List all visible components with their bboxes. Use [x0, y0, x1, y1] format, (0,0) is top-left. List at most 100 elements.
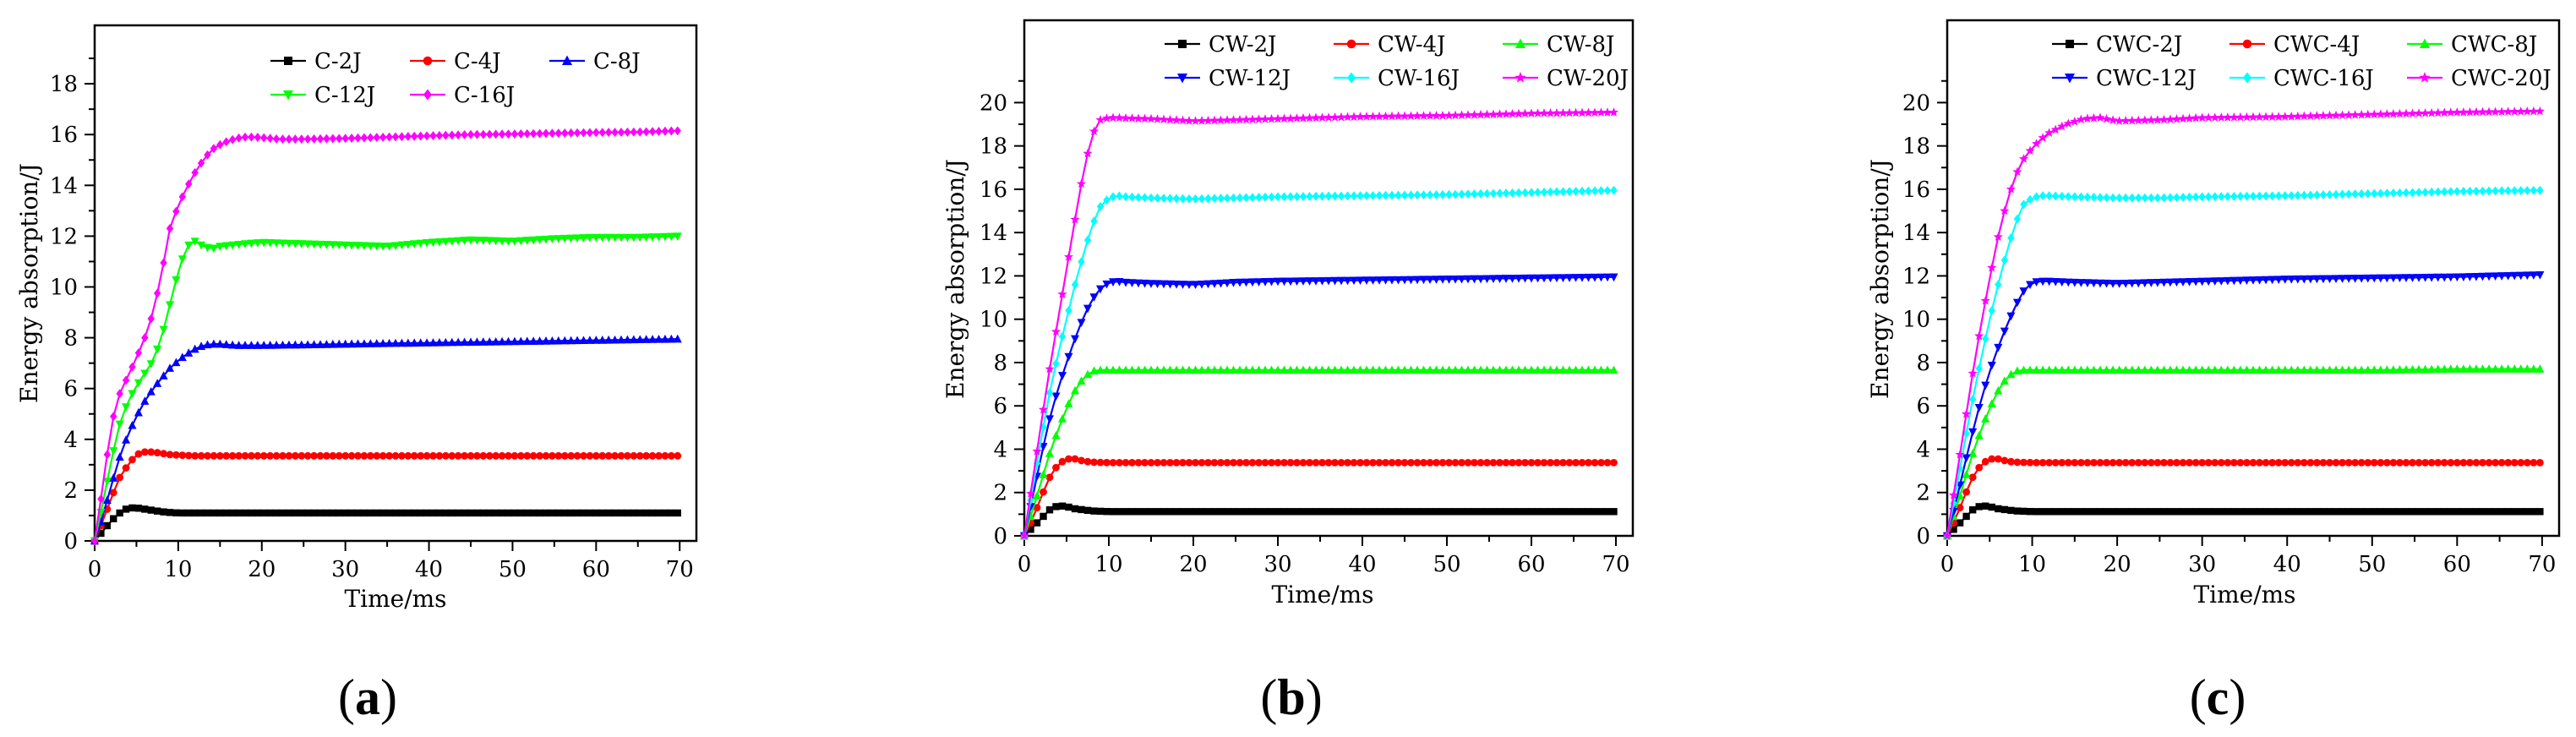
x-tick-label: 0	[1940, 552, 1955, 577]
data-point	[429, 131, 437, 141]
data-point	[2382, 458, 2391, 467]
data-point	[1533, 365, 1542, 374]
data-point	[1229, 279, 1238, 287]
data-point	[1064, 399, 1073, 407]
data-point	[322, 340, 331, 348]
series-line	[93, 450, 678, 542]
data-point	[1610, 508, 1618, 516]
data-point	[2357, 274, 2366, 283]
series-line	[1023, 189, 1614, 537]
data-point	[1318, 276, 1327, 286]
data-point	[2013, 214, 2022, 224]
legend-label: CW-4J	[1378, 32, 1445, 57]
series-cw-20j	[1019, 107, 1619, 540]
data-point	[354, 133, 362, 143]
data-point	[1571, 274, 1580, 282]
data-point	[1128, 458, 1136, 467]
data-point	[655, 509, 663, 517]
data-point	[335, 241, 344, 250]
data-point	[1489, 188, 1498, 199]
data-point	[2466, 458, 2474, 467]
data-point	[403, 338, 412, 347]
data-point	[2497, 458, 2506, 467]
data-point	[2300, 365, 2309, 374]
series-c-16j	[90, 126, 681, 546]
data-point	[1591, 186, 1599, 196]
x-tick-label: 70	[1602, 552, 1629, 577]
data-point	[2197, 112, 2208, 123]
data-point	[617, 127, 625, 137]
data-point	[2497, 186, 2506, 196]
data-point	[1040, 512, 1047, 521]
data-point	[260, 509, 268, 517]
data-point	[1994, 343, 2003, 352]
x-axis-title: Time/ms	[344, 585, 446, 613]
data-point	[178, 509, 187, 517]
data-point	[523, 509, 531, 517]
data-point	[2326, 189, 2333, 199]
legend-label: CWC-8J	[2451, 32, 2537, 57]
data-point	[542, 509, 550, 517]
data-point	[147, 506, 155, 514]
data-point	[580, 509, 587, 517]
data-point	[1280, 365, 1289, 374]
data-point	[254, 509, 262, 517]
series-line	[1946, 274, 2541, 537]
data-point	[1609, 273, 1618, 282]
data-point	[1222, 279, 1232, 288]
data-point	[141, 505, 149, 513]
data-point	[2426, 107, 2437, 117]
data-point	[604, 128, 613, 138]
data-point	[1968, 395, 1977, 404]
data-point	[1501, 275, 1511, 283]
data-point	[2262, 508, 2270, 516]
data-point	[1463, 275, 1473, 284]
data-point	[1197, 116, 1207, 125]
legend-item: CWC-8J	[2407, 32, 2537, 57]
data-point	[221, 242, 231, 251]
data-point	[1382, 458, 1389, 467]
panel-letter: b	[1277, 669, 1305, 725]
data-point	[1071, 455, 1079, 463]
data-point	[1217, 458, 1225, 467]
data-point	[1444, 276, 1454, 284]
data-point	[2464, 106, 2475, 117]
data-point	[1078, 505, 1085, 514]
data-point	[1057, 414, 1067, 423]
data-point	[184, 451, 193, 460]
data-point	[1147, 508, 1155, 516]
data-point	[1222, 115, 1232, 124]
data-point	[1331, 191, 1339, 201]
data-point	[2503, 271, 2513, 281]
data-point	[434, 337, 444, 347]
data-point	[1975, 363, 1983, 374]
data-point	[1261, 192, 1269, 202]
data-point	[2121, 279, 2131, 288]
data-point	[2160, 193, 2168, 203]
legend-label: CWC-4J	[2273, 32, 2360, 57]
x-tick-label: 30	[2188, 552, 2216, 577]
data-point	[2485, 272, 2494, 281]
data-point	[2364, 188, 2371, 199]
data-point	[353, 339, 363, 348]
data-point	[2071, 458, 2079, 467]
data-point	[1292, 365, 1302, 374]
data-point	[347, 134, 356, 143]
data-point	[2127, 365, 2137, 374]
data-point	[1286, 508, 1295, 516]
data-point	[2497, 508, 2506, 516]
data-point	[2427, 364, 2437, 374]
data-point	[283, 90, 293, 101]
data-point	[2058, 458, 2066, 467]
data-point	[279, 134, 287, 145]
data-point	[1502, 458, 1510, 467]
data-point	[235, 509, 243, 517]
data-point	[2376, 109, 2386, 118]
legend-item: CW-12J	[1165, 66, 1291, 91]
data-point	[1204, 458, 1212, 467]
data-point	[2293, 275, 2302, 284]
data-point	[1343, 276, 1352, 286]
data-point	[2033, 192, 2040, 202]
data-point	[667, 334, 676, 343]
data-point	[116, 473, 124, 482]
